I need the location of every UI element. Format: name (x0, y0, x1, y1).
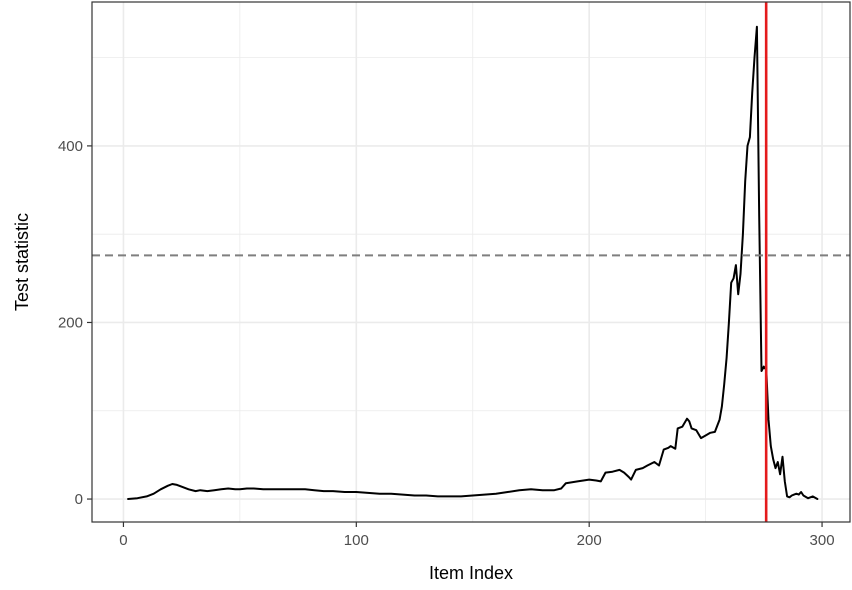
minor-grid (92, 2, 850, 522)
panel-border (91, 1, 851, 523)
y-axis-title: Test statistic (12, 213, 32, 311)
x-tick-label: 300 (810, 532, 835, 549)
x-axis-title: Item Index (429, 563, 513, 583)
x-tick-label: 200 (577, 532, 602, 549)
x-axis-ticks: 0 100 200 300 (119, 522, 835, 549)
y-tick-label: 0 (75, 491, 83, 508)
y-tick-label: 200 (58, 314, 83, 331)
y-axis-ticks: 0 200 400 (58, 138, 92, 508)
y-tick-label: 400 (58, 138, 83, 155)
major-grid (92, 2, 850, 522)
reference-lines (92, 2, 850, 522)
x-tick-label: 0 (119, 532, 127, 549)
x-tick-label: 100 (344, 532, 369, 549)
